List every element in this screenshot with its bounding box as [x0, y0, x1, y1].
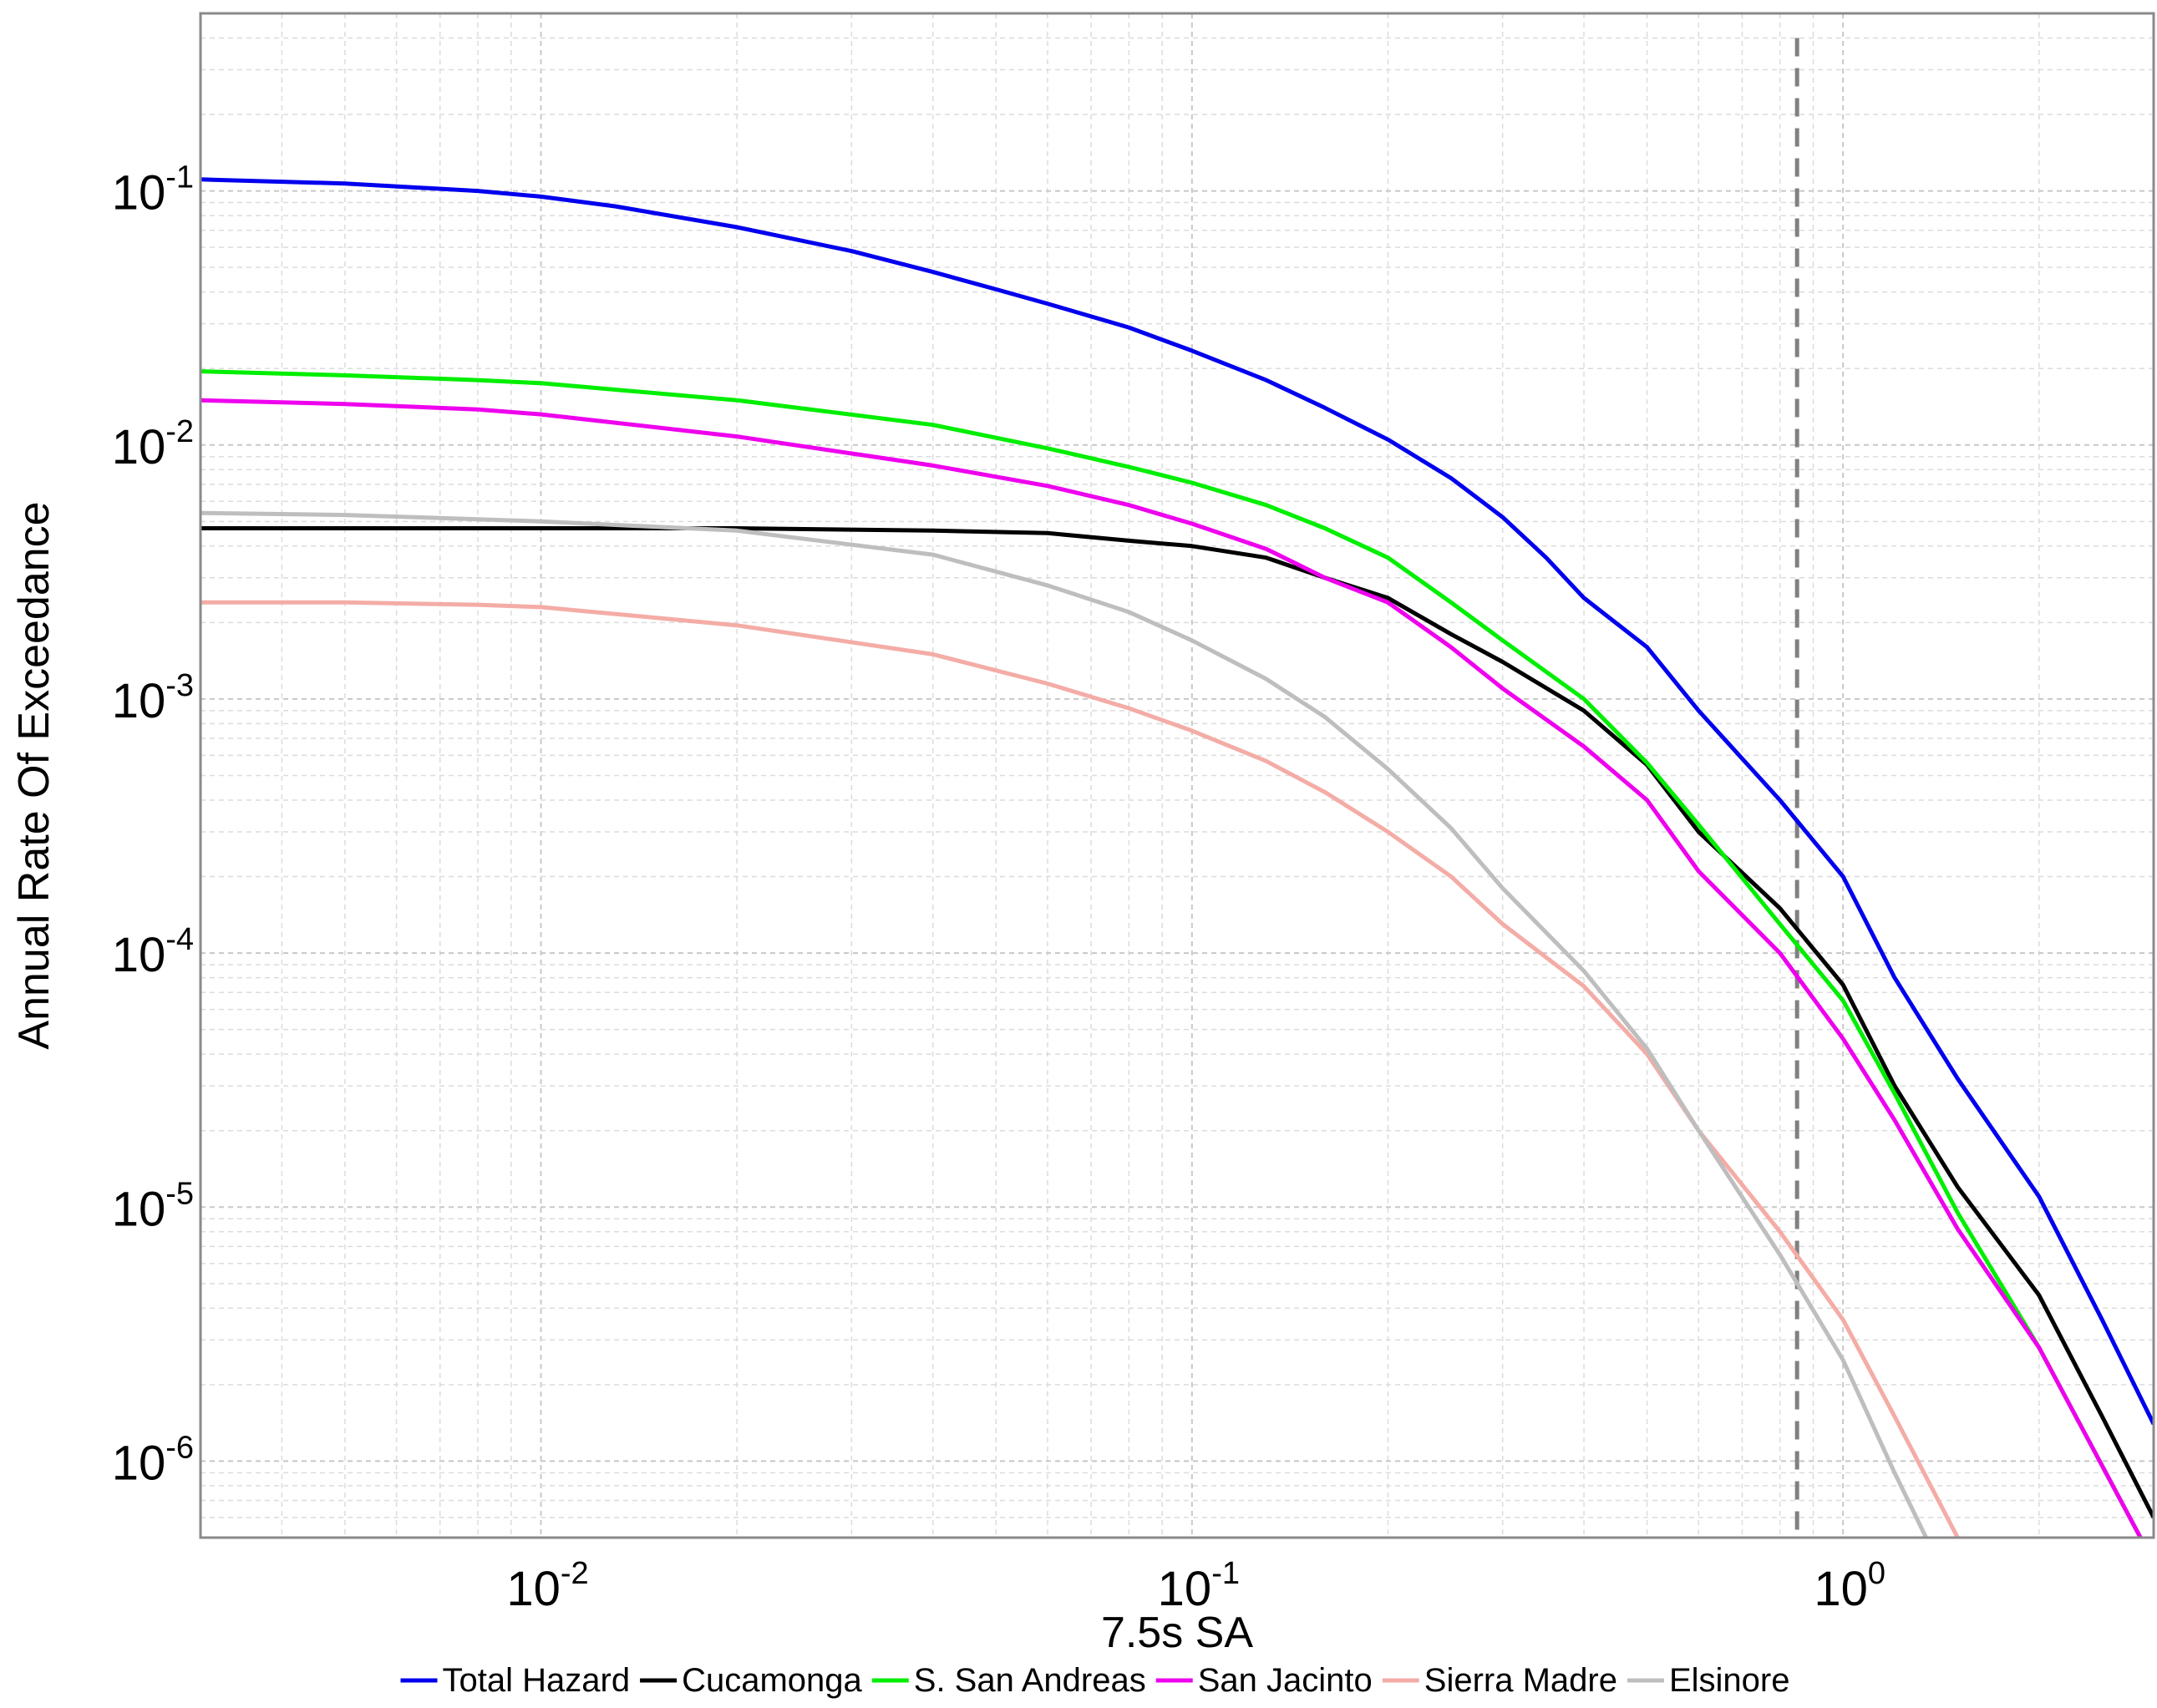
legend-item: Elsinore [1627, 1662, 1790, 1699]
y-tick-label: 10-6 [112, 1430, 194, 1490]
tick-base: 10 [112, 928, 166, 982]
tick-base: 10 [112, 1436, 166, 1490]
legend-item: Sierra Madre [1382, 1662, 1617, 1699]
series-lines [200, 177, 2154, 1538]
series-line-elsinore [200, 510, 1929, 1538]
legend-item: S. San Andreas [871, 1662, 1146, 1699]
x-tick-labels: 10-2 10-1 100 [506, 1556, 1885, 1616]
series-line-cucamonga [200, 526, 2154, 1519]
tick-base: 10 [112, 674, 166, 728]
series-line-total-hazard [200, 177, 2154, 1426]
legend-label: Sierra Madre [1424, 1662, 1617, 1699]
y-tick-label: 10-2 [112, 414, 194, 474]
tick-base: 10 [1158, 1562, 1212, 1616]
tick-base: 10 [506, 1562, 561, 1616]
legend-label: S. San Andreas [914, 1662, 1146, 1699]
y-tick-labels: 10-110-210-310-410-510-6 [112, 160, 194, 1491]
tick-exponent: -5 [165, 1176, 194, 1211]
tick-exponent: -3 [165, 668, 194, 703]
tick-base: 10 [112, 420, 166, 474]
legend: Total Hazard Cucamonga S. San Andreas San J… [400, 1662, 1790, 1699]
legend-label: Total Hazard [443, 1662, 631, 1699]
grid-lines [200, 13, 2154, 1538]
y-tick-label: 10-1 [112, 160, 194, 220]
series-line-s-san-andreas [200, 369, 2144, 1538]
x-tick-label: 10-2 [506, 1556, 588, 1616]
legend-item: San Jacinto [1155, 1662, 1373, 1699]
plot-frame [199, 12, 2155, 1539]
legend-label: San Jacinto [1198, 1662, 1373, 1699]
series-line-sierra-madre [200, 600, 1960, 1538]
tick-base: 10 [112, 166, 166, 220]
x-axis-title: 7.5s SA [1101, 1609, 1253, 1657]
tick-base: 10 [1814, 1562, 1868, 1616]
tick-exponent: -1 [165, 160, 194, 195]
legend-label: Elsinore [1669, 1662, 1790, 1699]
y-tick-label: 10-3 [112, 668, 194, 728]
series-line-san-jacinto [200, 398, 2144, 1538]
tick-exponent: -2 [165, 414, 194, 449]
y-axis-title: Annual Rate Of Exceedance [10, 501, 58, 1049]
tick-exponent: 0 [1868, 1556, 1885, 1591]
legend-item: Total Hazard [400, 1662, 631, 1699]
tick-exponent: -4 [165, 922, 194, 957]
legend-item: Cucamonga [640, 1662, 863, 1699]
tick-exponent: -6 [165, 1430, 194, 1465]
tick-exponent: -2 [561, 1556, 589, 1591]
legend-label: Cucamonga [682, 1662, 862, 1699]
x-tick-label: 100 [1814, 1556, 1885, 1616]
tick-exponent: -1 [1211, 1556, 1240, 1591]
y-tick-label: 10-5 [112, 1176, 194, 1236]
y-tick-label: 10-4 [112, 922, 194, 982]
tick-base: 10 [112, 1182, 166, 1236]
x-tick-label: 10-1 [1158, 1556, 1240, 1616]
